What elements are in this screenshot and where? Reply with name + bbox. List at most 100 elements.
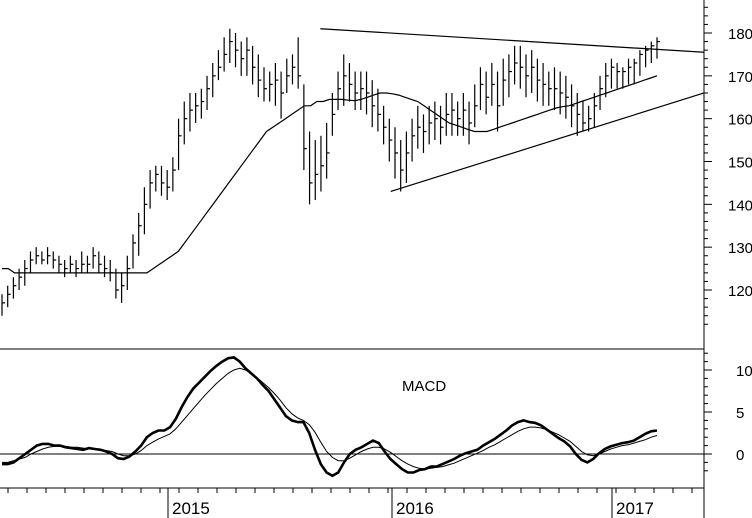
ohlc-bar — [234, 33, 239, 68]
ohlc-bar — [92, 247, 97, 269]
ohlc-bar — [593, 92, 598, 128]
ohlc-bar — [400, 140, 404, 192]
macd-y-tick-label: 10 — [736, 363, 752, 380]
ohlc-bar — [240, 41, 245, 76]
ohlc-bar — [377, 88, 381, 132]
ohlc-bar — [155, 165, 159, 192]
ohlc-bar — [303, 84, 307, 171]
ohlc-bar — [7, 285, 11, 308]
ohlc-bar — [75, 260, 80, 278]
ohlc-bar — [337, 71, 342, 111]
price-panel — [1, 28, 705, 316]
ohlc-bar — [633, 58, 638, 85]
ohlc-bar — [297, 37, 302, 89]
ohlc-bar — [548, 71, 552, 106]
ohlc-bar — [229, 28, 233, 63]
x-year-tick-label: 2017 — [616, 499, 654, 518]
price-y-tick-label: 120 — [728, 283, 752, 300]
ohlc-bar — [496, 71, 501, 132]
ohlc-bar — [542, 62, 547, 106]
ohlc-bar — [326, 122, 330, 179]
ohlc-bar — [639, 50, 643, 76]
ohlc-bar — [502, 58, 507, 106]
ohlc-bar — [457, 101, 461, 136]
ohlc-bar — [81, 251, 85, 273]
ohlc-bar — [286, 58, 290, 93]
x-year-tick-label: 2015 — [172, 499, 210, 518]
macd-panel — [0, 356, 704, 478]
ohlc-bar — [422, 114, 427, 153]
ohlc-bar — [269, 71, 273, 102]
ohlc-bar — [343, 54, 347, 106]
ohlc-bar — [121, 272, 125, 303]
ohlc-bar — [565, 75, 569, 119]
ohlc-bar — [417, 105, 421, 149]
ohlc-bar — [18, 268, 23, 290]
ohlc-bar — [405, 131, 410, 183]
ohlc-bar — [183, 101, 188, 145]
ohlc-bar — [519, 45, 524, 89]
x-year-tick-label: 2016 — [396, 499, 434, 518]
ohlc-bar — [160, 165, 165, 196]
ohlc-bar — [553, 67, 558, 111]
ohlc-bar — [439, 105, 444, 145]
ohlc-bar — [445, 92, 450, 136]
ohlc-bar — [86, 255, 91, 273]
ohlc-bar — [559, 71, 564, 115]
ohlc-bar — [610, 58, 615, 89]
ohlc-bar — [479, 67, 484, 111]
ohlc-bar — [531, 50, 535, 93]
ohlc-bar — [212, 62, 216, 98]
ohlc-bar — [656, 37, 660, 59]
ohlc-bar — [263, 67, 267, 102]
ohlc-bar — [348, 62, 353, 102]
ohlc-bar — [388, 118, 393, 162]
moving-average-line — [2, 75, 658, 274]
ohlc-bar — [274, 62, 279, 106]
ohlc-bar — [314, 140, 319, 201]
ohlc-bar — [58, 255, 62, 273]
ohlc-bar — [599, 75, 604, 111]
ohlc-bar — [280, 71, 285, 119]
ohlc-bar — [474, 84, 478, 128]
ohlc-bar — [41, 251, 45, 265]
price-y-tick-label: 150 — [728, 155, 752, 172]
macd-y-tick-label: 0 — [736, 447, 744, 464]
ohlc-bar — [189, 92, 193, 132]
ohlc-bar — [320, 135, 324, 192]
ohlc-bar — [1, 294, 5, 316]
ohlc-bar — [650, 41, 655, 63]
ohlc-bar — [195, 92, 199, 123]
ohlc-bar — [354, 71, 359, 111]
ohlc-bar — [103, 255, 108, 278]
ohlc-bar — [257, 54, 262, 98]
ohlc-bar — [172, 157, 176, 192]
ohlc-bar — [246, 37, 250, 76]
ohlc-bar — [46, 247, 51, 265]
ohlc-bar — [582, 101, 586, 132]
ohlc-bar — [371, 80, 376, 128]
ohlc-bar — [69, 255, 74, 273]
ohlc-bar — [291, 54, 296, 85]
ohlc-bar — [514, 45, 518, 85]
ohlc-bar — [383, 105, 387, 145]
price-y-tick-label: 140 — [728, 197, 752, 214]
price-y-tick-label: 130 — [728, 240, 752, 257]
ohlc-bar — [138, 212, 142, 256]
ohlc-bar — [177, 118, 182, 171]
ohlc-bar — [365, 71, 370, 115]
ohlc-bar — [166, 170, 171, 201]
ohlc-bar — [394, 127, 398, 179]
ohlc-bar — [485, 71, 490, 115]
ohlc-bar — [508, 54, 512, 98]
ohlc-bar — [109, 260, 114, 282]
ohlc-bar — [411, 118, 416, 162]
ohlc-bar — [12, 277, 17, 299]
ohlc-bar — [206, 75, 211, 111]
ohlc-bar — [428, 105, 433, 145]
ohlc-bar — [570, 84, 575, 128]
ohlc-bar — [605, 62, 609, 98]
trendline — [320, 28, 705, 53]
